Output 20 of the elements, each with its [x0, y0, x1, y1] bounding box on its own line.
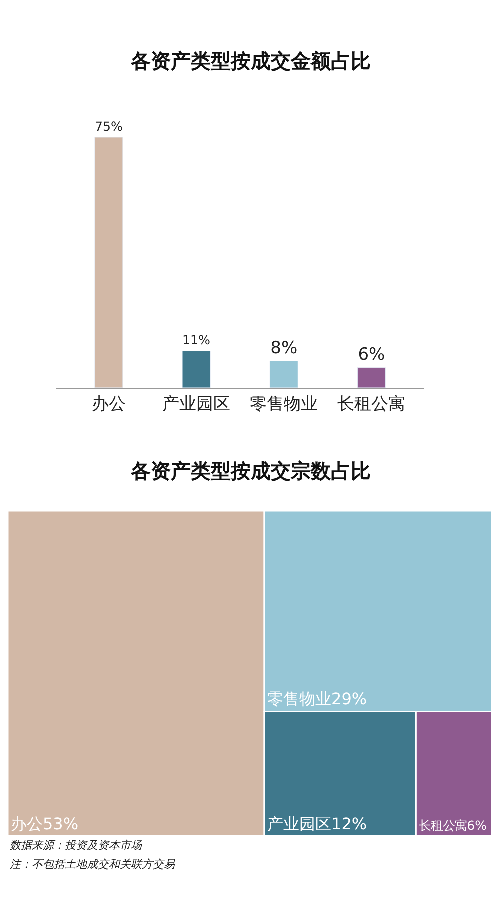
bar	[357, 368, 386, 388]
text: 各资产类型按成交宗数占比	[130, 459, 371, 483]
data-label: 6%	[358, 344, 386, 365]
chart-title: 各资产类型按成交金额占比	[130, 49, 371, 73]
x-tick-label: 零售物业	[250, 394, 318, 414]
data-label: 12%	[332, 814, 368, 834]
x-tick-label: 产业园区	[162, 394, 231, 414]
bar	[94, 137, 124, 388]
data-label: 6%	[467, 818, 488, 834]
source-note: 数据来源：投资及资本市场	[10, 839, 143, 852]
x-tick-label: 办公	[92, 394, 126, 414]
data-label: 11%	[182, 332, 211, 348]
bar	[182, 350, 211, 388]
data-label: 53%	[43, 814, 79, 834]
data-label: 8%	[270, 338, 298, 358]
text: 注：不包括土地成交和关联方交易	[10, 858, 176, 871]
x-tick-label: 长租公寓	[338, 394, 406, 414]
bar	[270, 361, 298, 388]
data-label: 75%	[94, 118, 123, 134]
data-label: 29%	[332, 690, 368, 709]
